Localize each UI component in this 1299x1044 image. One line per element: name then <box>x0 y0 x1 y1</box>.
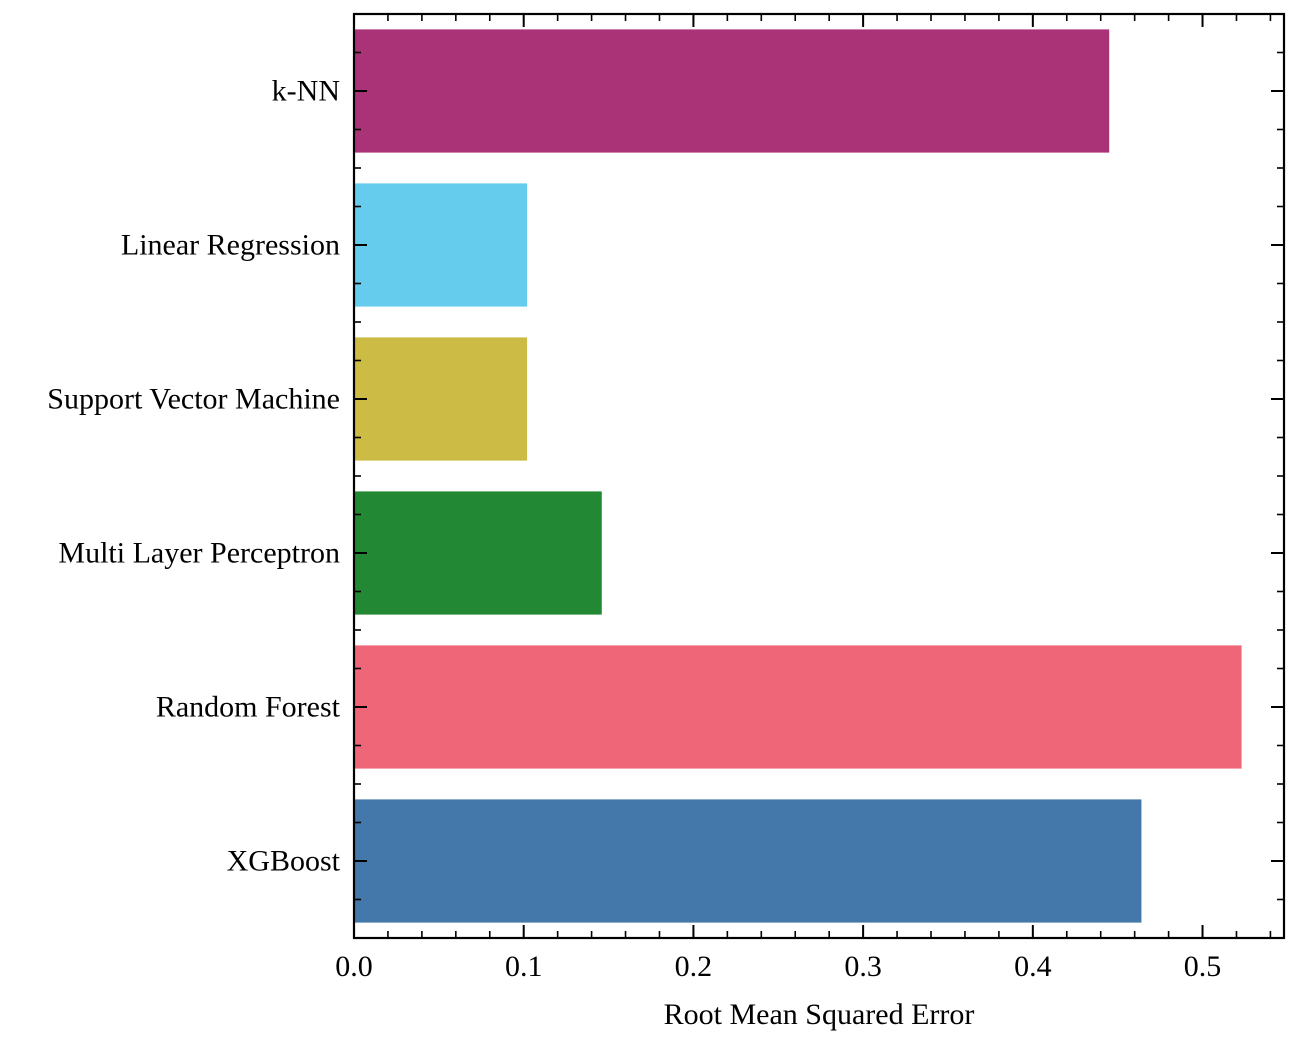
bar-linear-regression <box>354 183 528 307</box>
bars-layer <box>354 29 1242 923</box>
y-tick-label-k-nn: k-NN <box>272 75 340 108</box>
x-tick-label: 0.0 <box>335 950 373 983</box>
ticks-layer <box>353 14 1284 938</box>
bar-xgboost <box>354 799 1142 923</box>
bar-k-nn <box>354 29 1110 153</box>
labels-layer: k-NN Linear Regression Support Vector Mach… <box>47 75 1221 984</box>
x-tick-label: 0.2 <box>675 950 713 983</box>
y-tick-label-xgboost: XGBoost <box>227 845 341 878</box>
x-tick-label: 0.3 <box>844 950 882 983</box>
y-tick-label-random-forest: Random Forest <box>156 691 341 724</box>
bar-multi-layer-perceptron <box>354 491 602 615</box>
y-tick-label-multi-layer-perceptron: Multi Layer Perceptron <box>58 537 340 570</box>
x-tick-label: 0.4 <box>1014 950 1052 983</box>
y-tick-label-support-vector-machine: Support Vector Machine <box>47 383 340 416</box>
x-tick-label: 0.1 <box>505 950 543 983</box>
y-tick-label-linear-regression: Linear Regression <box>121 229 340 262</box>
x-axis-label: Root Mean Squared Error <box>664 998 975 1031</box>
plot-frame <box>352 12 1286 940</box>
bar-random-forest <box>354 645 1242 769</box>
x-tick-label: 0.5 <box>1184 950 1222 983</box>
bar-support-vector-machine <box>354 337 528 461</box>
